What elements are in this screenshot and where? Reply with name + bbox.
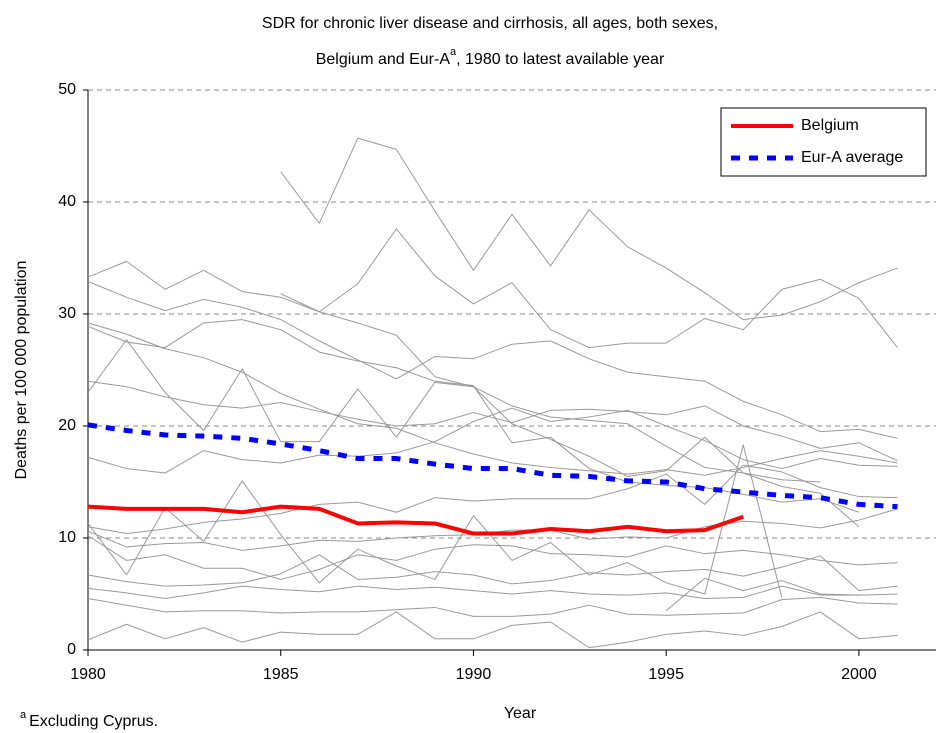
y-tick-label: 40 [58, 193, 76, 210]
x-axis-label: Year [504, 705, 537, 722]
footnote-text: Excluding Cyprus. [29, 713, 158, 730]
background-line [87, 281, 898, 439]
background-line [87, 464, 898, 535]
background-line [87, 319, 860, 513]
x-tick-label: 1995 [648, 666, 684, 683]
y-axis-label: Deaths per 100 000 population [13, 261, 30, 480]
background-line [87, 585, 898, 599]
x-tick-label: 1990 [456, 666, 492, 683]
y-tick-label: 20 [58, 417, 76, 434]
series-line [87, 422, 898, 510]
background-line [87, 339, 860, 528]
background-line [87, 596, 898, 617]
y-tick-label: 30 [58, 305, 76, 322]
series-line [87, 504, 744, 536]
legend-box [720, 107, 927, 177]
footnote: a Excluding Cyprus. [20, 709, 158, 730]
background-line [87, 535, 898, 580]
y-tick-label: 50 [58, 81, 76, 98]
x-tick-label: 2000 [841, 666, 877, 683]
x-tick-label: 1980 [70, 666, 106, 683]
background-line [87, 611, 898, 649]
legend-label: Belgium [801, 117, 859, 134]
background-line [87, 380, 898, 462]
y-tick-label: 10 [58, 529, 76, 546]
x-tick-label: 1985 [263, 666, 299, 683]
background-line [87, 407, 898, 474]
background-line [280, 293, 821, 483]
y-tick-label: 0 [67, 641, 76, 658]
background-line [87, 554, 898, 592]
chart-title: SDR for chronic liver disease and cirrho… [262, 15, 718, 32]
background-line [665, 577, 859, 612]
title-text: , 1980 to latest available year [456, 51, 665, 68]
background-line [280, 137, 898, 321]
legend-label: Eur-A average [801, 149, 903, 166]
title-superscript: a [450, 46, 457, 58]
footnote-marker: a [20, 709, 27, 721]
background-line [87, 228, 898, 349]
background-line [87, 322, 898, 476]
background-line [87, 444, 783, 598]
title-text: Belgium and Eur-A [316, 51, 451, 68]
chart-title: Belgium and Eur-Aa, 1980 to latest avail… [316, 46, 665, 68]
background-line [87, 508, 898, 551]
